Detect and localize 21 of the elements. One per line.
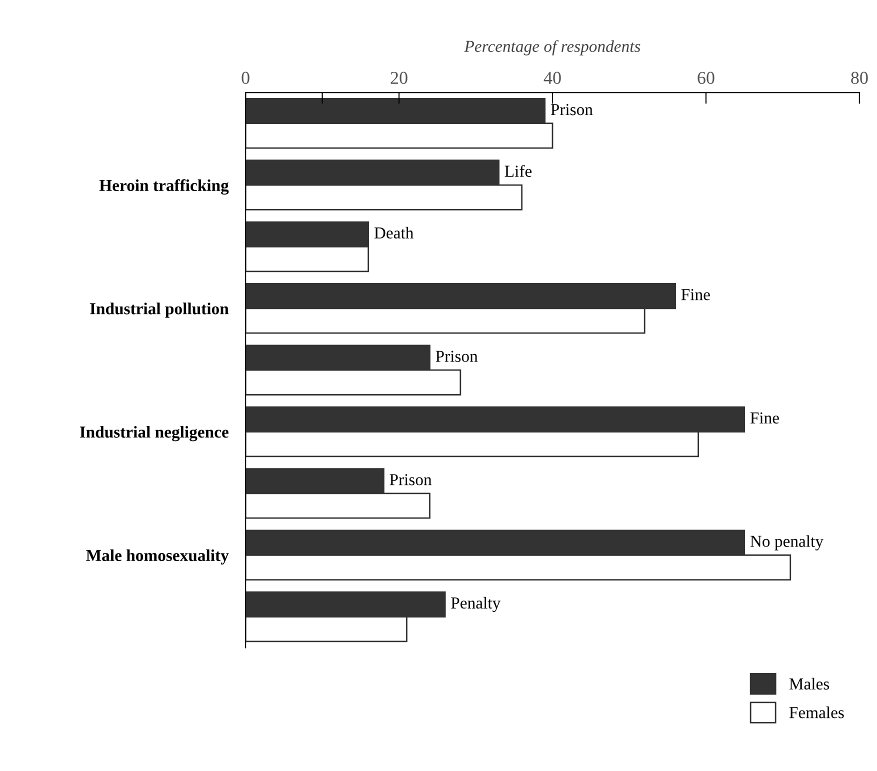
legend-label: Females [789,706,844,718]
data-label: Penalty [451,596,501,612]
legend-label: Males [789,678,830,690]
data-label: Life [504,164,532,177]
y-tick-label: Heroin trafficking [99,179,229,195]
data-label: Death [374,226,414,239]
x-tick-label: 20 [390,72,408,84]
data-label: Prison [390,474,432,486]
x-tick-label: 40 [544,72,561,84]
data-label: Fine [681,289,710,300]
x-tick-label: 80 [851,72,868,84]
y-tick-label: Male homosexuality [86,549,229,564]
data-label: Prison [550,104,593,116]
data-label: Fine [750,412,779,424]
data-label: No penalty [750,535,824,550]
data-label: Prison [436,350,478,362]
x-axis-title: Percentage of respondents [464,40,640,56]
y-tick-label: Industrial pollution [90,302,229,318]
x-tick-label: 0 [242,72,250,84]
y-tick-label: Industrial negligence [80,426,228,442]
x-tick-label: 60 [698,72,714,84]
